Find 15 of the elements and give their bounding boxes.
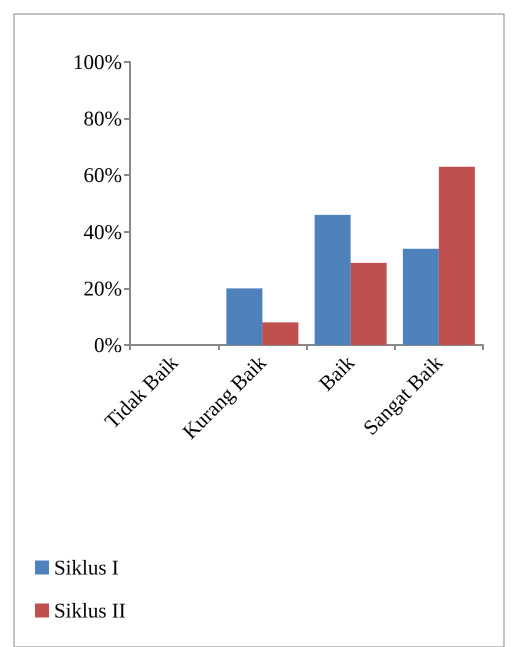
bar [350, 262, 387, 345]
y-tick-label: 40% [84, 220, 122, 244]
bar [262, 322, 298, 345]
legend-label: Siklus II [54, 598, 126, 622]
bar [314, 214, 351, 345]
legend-label: Siklus I [54, 556, 119, 580]
bar [226, 288, 262, 345]
y-tick-label: 20% [84, 276, 122, 300]
y-tick-label: 80% [84, 106, 122, 131]
y-tick-label: 60% [84, 163, 122, 188]
bar [438, 166, 475, 345]
x-tick-label: Baik [314, 350, 360, 396]
y-tick-label: 0% [94, 333, 122, 357]
y-tick-label: 100% [73, 50, 122, 74]
bar [402, 248, 439, 345]
